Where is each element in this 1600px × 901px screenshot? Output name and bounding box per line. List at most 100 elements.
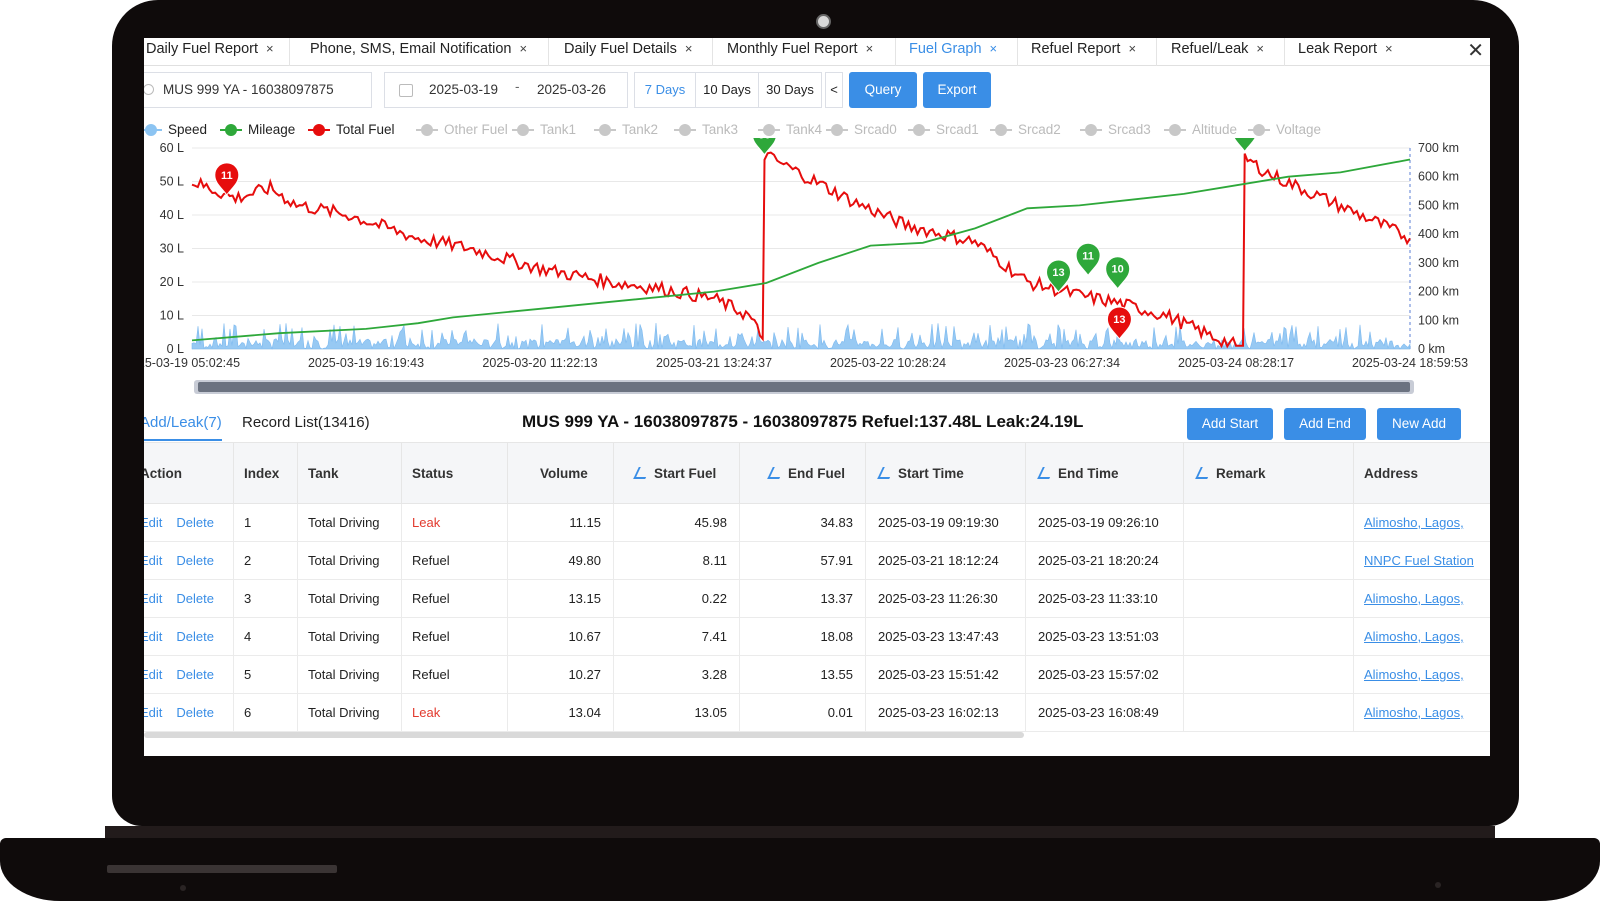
delete-link[interactable]: Delete: [176, 591, 214, 606]
x-tick-label: 2025-03-24 08:28:17: [1178, 356, 1294, 370]
y-right-tick-label: 600 km: [1418, 170, 1459, 184]
tab-close-icon[interactable]: ×: [266, 41, 274, 56]
legend-item[interactable]: Voltage: [1248, 122, 1321, 137]
x-tick-label: 2025-03-23 06:27:34: [1004, 356, 1120, 370]
range-10-days-button[interactable]: 10 Days: [695, 72, 759, 108]
delete-link[interactable]: Delete: [176, 515, 214, 530]
tab-add-leak[interactable]: Add/Leak(7): [144, 414, 222, 441]
close-window-icon[interactable]: ✕: [1467, 40, 1484, 62]
legend-item[interactable]: Srcad2: [990, 122, 1061, 137]
tab-refuel-leak[interactable]: Refuel/Leak ×: [1165, 38, 1285, 66]
table-row: Edit Delete 5 Total Driving Refuel 10.27 3.28 1…: [144, 656, 1490, 694]
edit-link[interactable]: Edit: [144, 629, 163, 644]
cell-volume: 13.15: [508, 580, 614, 618]
date-end[interactable]: 2025-03-26: [537, 82, 607, 97]
cell-remark: [1184, 504, 1354, 542]
edit-link[interactable]: Edit: [144, 705, 163, 720]
range-30-days-button[interactable]: 30 Days: [758, 72, 822, 108]
delete-link[interactable]: Delete: [176, 629, 214, 644]
x-tick-label: 2025-03-20 11:22:13: [482, 356, 597, 370]
cell-volume: 10.27: [508, 656, 614, 694]
cell-action: Edit Delete: [144, 580, 234, 618]
tab-fuel-graph[interactable]: Fuel Graph ×: [903, 38, 1018, 66]
date-range-picker[interactable]: 2025-03-19 - 2025-03-26: [384, 72, 628, 108]
tab-close-icon[interactable]: ×: [1256, 41, 1264, 56]
col-label: Remark: [1216, 466, 1266, 481]
tab-refuel-report[interactable]: Refuel Report ×: [1025, 38, 1157, 66]
cell-address: Alimosho, Lagos,: [1354, 504, 1490, 542]
legend-label: Srcad2: [1018, 122, 1061, 137]
edit-link[interactable]: Edit: [144, 591, 163, 606]
legend-item[interactable]: Total Fuel: [308, 122, 395, 137]
start-time-value: 2025-03-23 15:51:42: [878, 667, 999, 682]
legend-swatch-icon: [594, 123, 616, 136]
legend-item[interactable]: Altitude: [1164, 122, 1237, 137]
address-value[interactable]: Alimosho, Lagos,: [1364, 515, 1464, 530]
tab-record-list[interactable]: Record List(13416): [242, 414, 370, 431]
tab-close-icon[interactable]: ×: [865, 41, 874, 56]
table-horizontal-scrollbar[interactable]: [144, 732, 1024, 738]
legend-item[interactable]: Tank2: [594, 122, 658, 137]
edit-link[interactable]: Edit: [144, 667, 163, 682]
tab-daily-fuel-details[interactable]: Daily Fuel Details ×: [558, 38, 713, 66]
total-fuel-line: [191, 151, 1411, 349]
tab-close-icon[interactable]: ×: [1128, 41, 1137, 56]
tab-close-icon[interactable]: ×: [519, 41, 528, 56]
delete-link[interactable]: Delete: [176, 667, 214, 682]
date-start[interactable]: 2025-03-19: [429, 82, 499, 97]
chevron-left-icon[interactable]: <: [825, 72, 843, 108]
delete-link[interactable]: Delete: [176, 553, 214, 568]
export-button[interactable]: Export: [923, 72, 991, 108]
event-marker-label: 50: [758, 138, 770, 142]
address-value[interactable]: Alimosho, Lagos,: [1364, 667, 1464, 682]
vehicle-summary-title: MUS 999 YA - 16038097875 - 16038097875 R…: [522, 412, 1084, 431]
start-fuel-value: 13.05: [694, 705, 727, 720]
tab-daily-fuel-report[interactable]: Daily Fuel Report ×: [144, 38, 290, 66]
zoom-slider-handle[interactable]: [198, 382, 1410, 392]
tab-notification[interactable]: Phone, SMS, Email Notification ×: [304, 38, 549, 66]
legend-item[interactable]: Srcad3: [1080, 122, 1151, 137]
vehicle-search-input[interactable]: MUS 999 YA - 16038097875: [144, 72, 372, 108]
legend-item[interactable]: Mileage: [220, 122, 295, 137]
legend-item[interactable]: Other Fuel: [416, 122, 508, 137]
legend-item[interactable]: Tank3: [674, 122, 738, 137]
range-7-days-button[interactable]: 7 Days: [634, 72, 696, 108]
edit-link[interactable]: Edit: [144, 553, 163, 568]
tab-close-icon[interactable]: ×: [989, 41, 998, 56]
legend-item[interactable]: Srcad1: [908, 122, 979, 137]
address-value[interactable]: Alimosho, Lagos,: [1364, 629, 1464, 644]
legend-item[interactable]: Tank4: [758, 122, 822, 137]
event-marker-pin: [1075, 242, 1101, 277]
volume-value: 10.67: [568, 629, 601, 644]
tab-close-icon[interactable]: ×: [1385, 41, 1393, 56]
event-marker-label: 11: [1082, 250, 1094, 262]
address-value[interactable]: Alimosho, Lagos,: [1364, 705, 1464, 720]
col-remark: Remark: [1184, 443, 1354, 505]
event-marker-pin: [1046, 259, 1072, 293]
legend-item[interactable]: Speed: [144, 122, 207, 137]
legend-item[interactable]: Tank1: [512, 122, 576, 137]
app-screen: Daily Fuel Report × Phone, SMS, Email Not…: [144, 38, 1490, 756]
tab-close-icon[interactable]: ×: [684, 41, 693, 56]
legend-label: Srcad0: [854, 122, 897, 137]
chart-zoom-slider[interactable]: [194, 380, 1414, 394]
address-value[interactable]: Alimosho, Lagos,: [1364, 591, 1464, 606]
cell-status: Refuel: [402, 618, 508, 656]
new-add-button[interactable]: New Add: [1377, 408, 1461, 440]
tab-leak-report[interactable]: Leak Report ×: [1292, 38, 1414, 66]
edit-pen-icon: [1037, 467, 1055, 479]
edit-link[interactable]: Edit: [144, 515, 163, 530]
delete-link[interactable]: Delete: [176, 705, 214, 720]
col-volume: Volume: [508, 443, 614, 505]
cell-index: 4: [234, 618, 298, 656]
legend-item[interactable]: Srcad0: [826, 122, 897, 137]
add-end-button[interactable]: Add End: [1284, 408, 1366, 440]
legend-swatch-icon: [1080, 123, 1102, 136]
query-button[interactable]: Query: [849, 72, 917, 108]
col-start-time: Start Time: [866, 443, 1026, 505]
end-fuel-value: 13.55: [820, 667, 853, 682]
add-start-button[interactable]: Add Start: [1187, 408, 1273, 440]
start-time-value: 2025-03-23 11:26:30: [878, 591, 998, 606]
tab-monthly-fuel-report[interactable]: Monthly Fuel Report ×: [721, 38, 896, 66]
address-value[interactable]: NNPC Fuel Station: [1364, 553, 1474, 568]
